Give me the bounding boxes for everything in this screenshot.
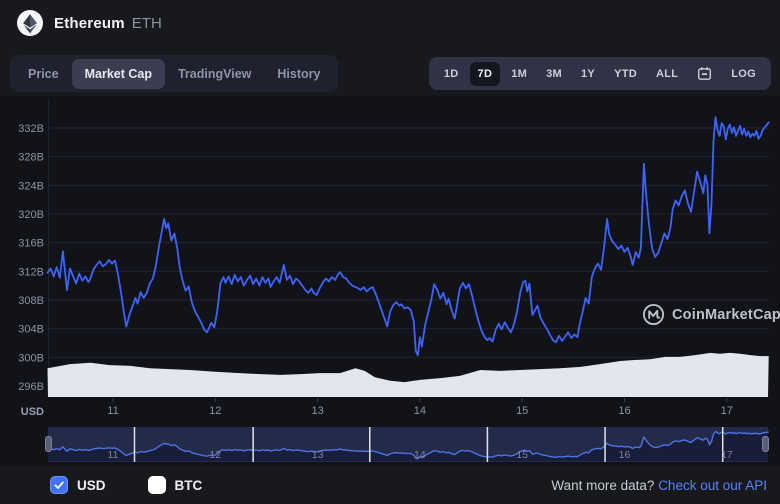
- range-3m[interactable]: 3M: [546, 67, 562, 80]
- tab-market-cap[interactable]: Market Cap: [71, 58, 165, 89]
- usd-toggle[interactable]: USD: [50, 476, 106, 494]
- coinmarketcap-logo-icon: [642, 303, 665, 326]
- log-scale-toggle[interactable]: LOG: [731, 67, 756, 80]
- range-1y[interactable]: 1Y: [581, 67, 596, 80]
- range-1m[interactable]: 1M: [511, 67, 528, 80]
- btc-label: BTC: [174, 477, 203, 493]
- api-promo-text: Want more data?: [551, 477, 655, 493]
- tab-history[interactable]: History: [277, 66, 321, 81]
- chart-tab-group: Price Market Cap TradingView History: [10, 55, 339, 92]
- check-icon: [54, 481, 64, 489]
- coin-symbol: ETH: [131, 14, 162, 32]
- range-selector-group: 1D 7D 1M 3M 1Y YTD ALL LOG: [428, 57, 771, 90]
- coin-name: Ethereum: [54, 14, 125, 32]
- footer-bar: USD BTC Want more data? Check out our AP…: [0, 466, 780, 504]
- usd-checkbox[interactable]: [50, 476, 68, 494]
- chart-panel: [0, 96, 780, 466]
- navigator-left-handle[interactable]: [45, 436, 52, 452]
- btc-toggle[interactable]: BTC: [147, 476, 203, 494]
- navigator-right-handle[interactable]: [762, 436, 769, 452]
- btc-checkbox[interactable]: [147, 476, 166, 494]
- range-7d[interactable]: 7D: [469, 61, 501, 86]
- range-1d[interactable]: 1D: [443, 67, 459, 80]
- tab-tradingview[interactable]: TradingView: [177, 66, 252, 81]
- range-ytd[interactable]: YTD: [614, 67, 637, 80]
- navigator-brush-area[interactable]: [48, 427, 768, 462]
- calendar-icon[interactable]: [689, 63, 720, 84]
- tab-price[interactable]: Price: [28, 66, 59, 81]
- watermark-text: CoinMarketCap: [672, 306, 780, 323]
- ethereum-logo-icon: [17, 10, 43, 36]
- watermark: CoinMarketCap: [642, 303, 780, 326]
- usd-label: USD: [77, 477, 106, 493]
- app-header: Ethereum ETH: [0, 0, 780, 46]
- range-all[interactable]: ALL: [655, 67, 679, 80]
- api-link[interactable]: Check out our API: [658, 477, 767, 493]
- api-promo: Want more data? Check out our API: [551, 478, 767, 493]
